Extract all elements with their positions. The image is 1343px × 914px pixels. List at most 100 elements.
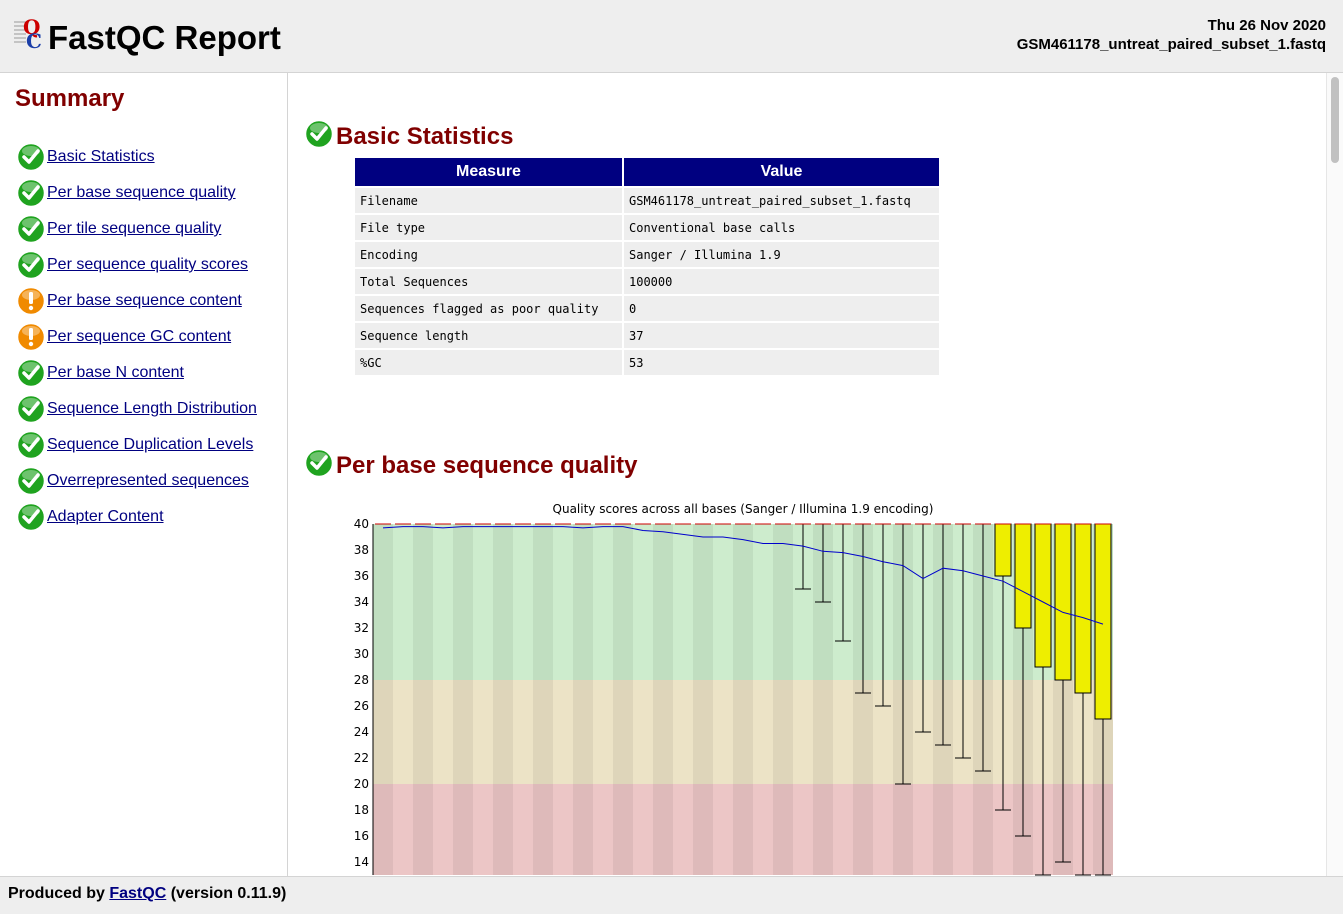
quality-box [1094,523,1112,720]
summary-item: Per base sequence quality [16,175,257,211]
summary-link[interactable]: Per base sequence content [47,292,242,309]
value-cell: Conventional base calls [624,215,939,240]
pass-icon [16,142,46,172]
footer-prefix: Produced by [8,885,105,902]
report-main: Basic Statistics Measure Value Filename G… [288,73,1326,876]
y-tick-label: 16 [354,829,369,843]
value-cell: 100000 [624,269,939,294]
summary-item: Basic Statistics [16,139,257,175]
summary-link[interactable]: Per base N content [47,364,184,381]
pass-icon [16,358,46,388]
warning-icon [16,286,46,316]
pass-icon [16,178,46,208]
measure-cell: Filename [355,188,622,213]
column-shade [693,524,713,875]
summary-sidebar: Summary Basic Statistics Per base sequenc… [0,73,288,876]
summary-link[interactable]: Sequence Duplication Levels [47,436,254,453]
report-date: Thu 26 Nov 2020 [1207,17,1326,34]
quality-box [1034,523,1052,668]
vertical-scrollbar[interactable] [1326,73,1343,876]
report-header: Q C FastQC Report Thu 26 Nov 2020 GSM461… [0,0,1343,73]
column-shade [493,524,513,875]
y-tick-label: 40 [354,517,369,531]
table-row: File type Conventional base calls [355,215,939,240]
summary-nav: Basic Statistics Per base sequence qualit… [16,139,257,535]
pass-icon [16,214,46,244]
y-tick-label: 24 [354,725,369,739]
y-tick-label: 22 [354,751,369,765]
basic-statistics-title: Basic Statistics [336,122,514,150]
summary-link[interactable]: Adapter Content [47,508,164,525]
pass-icon [16,466,46,496]
fastqc-logo-icon: Q C [14,16,42,50]
report-meta: Thu 26 Nov 2020 GSM461178_untreat_paired… [1017,16,1326,54]
table-row: %GC 53 [355,350,939,375]
summary-title: Summary [15,85,125,112]
value-cell: 37 [624,323,939,348]
quality-box [1074,523,1092,694]
value-cell: 53 [624,350,939,375]
column-shade [853,524,873,875]
table-row: Total Sequences 100000 [355,269,939,294]
pass-icon [16,394,46,424]
value-cell: 0 [624,296,939,321]
report-footer: Produced by FastQC (version 0.11.9) [0,876,1343,914]
y-tick-label: 36 [354,569,369,583]
pass-icon [304,448,334,483]
measure-cell: Sequences flagged as poor quality [355,296,622,321]
column-shade [453,524,473,875]
value-cell: Sanger / Illumina 1.9 [624,242,939,267]
measure-cell: Total Sequences [355,269,622,294]
quality-boxplot-chart: Quality scores across all bases (Sanger … [354,502,1113,876]
summary-link[interactable]: Sequence Length Distribution [47,400,257,417]
mean-line [382,526,1104,625]
per-base-quality-title: Per base sequence quality [336,451,638,479]
column-shade [533,524,553,875]
column-shade [373,524,393,875]
quality-box [994,523,1012,577]
basic-statistics-heading: Basic Statistics [304,119,513,154]
y-tick-label: 20 [354,777,369,791]
column-shade [653,524,673,875]
pass-icon [16,250,46,280]
summary-item: Per base sequence content [16,283,257,319]
column-shade [613,524,633,875]
y-tick-label: 26 [354,699,369,713]
quality-box [1054,523,1072,681]
fastqc-link[interactable]: FastQC [109,885,167,902]
svg-text:C: C [26,29,42,50]
y-tick-label: 30 [354,647,369,661]
table-header-value: Value [624,158,939,186]
value-cell: GSM461178_untreat_paired_subset_1.fastq [624,188,939,213]
footer-version: (version 0.11.9) [170,885,287,902]
summary-item: Overrepresented sequences [16,463,257,499]
y-tick-label: 18 [354,803,369,817]
summary-item: Per sequence quality scores [16,247,257,283]
measure-cell: %GC [355,350,622,375]
chart-zone [373,784,1113,875]
svg-text:Q: Q [23,16,40,39]
chart-zone [373,680,1113,784]
summary-link[interactable]: Overrepresented sequences [47,472,249,489]
scrollbar-thumb[interactable] [1331,77,1339,163]
table-row: Sequence length 37 [355,323,939,348]
chart-zone [373,524,1113,680]
summary-item: Adapter Content [16,499,257,535]
table-row: Filename GSM461178_untreat_paired_subset_… [355,188,939,213]
summary-link[interactable]: Basic Statistics [47,148,155,165]
summary-item: Per tile sequence quality [16,211,257,247]
y-tick-label: 32 [354,621,369,635]
report-title: FastQC Report [48,19,281,56]
summary-link[interactable]: Per tile sequence quality [47,220,222,237]
column-shade [413,524,433,875]
column-shade [733,524,753,875]
measure-cell: Sequence length [355,323,622,348]
summary-item: Per base N content [16,355,257,391]
report-filename: GSM461178_untreat_paired_subset_1.fastq [1016,36,1326,53]
summary-item: Per sequence GC content [16,319,257,355]
y-tick-label: 14 [354,855,369,869]
summary-link[interactable]: Per sequence GC content [47,328,232,345]
column-shade [813,524,833,875]
summary-link[interactable]: Per base sequence quality [47,184,236,201]
summary-link[interactable]: Per sequence quality scores [47,256,248,273]
